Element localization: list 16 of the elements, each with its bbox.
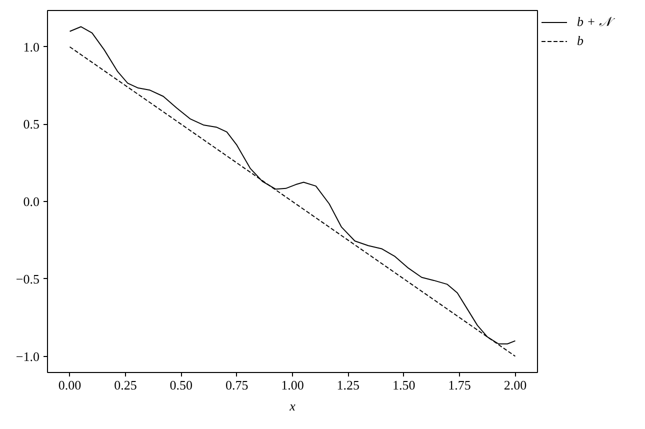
x-tick-label: 0.75 <box>225 378 248 392</box>
x-tick-label: 2.00 <box>504 378 527 392</box>
x-tick-label: 1.50 <box>392 378 416 392</box>
y-tick-label: 0.0 <box>23 194 40 210</box>
y-tick-label: 0.5 <box>23 116 40 132</box>
legend-label: b <box>577 33 584 49</box>
x-tick-label: 1.75 <box>448 378 471 392</box>
x-tick-label: 0.50 <box>170 378 193 392</box>
x-tick-label: 1.00 <box>281 378 304 392</box>
x-tick-label: 1.25 <box>336 378 360 392</box>
x-tick-label: 0.00 <box>58 378 82 392</box>
y-tick-label: −0.5 <box>16 271 40 286</box>
y-tick-label: −1.0 <box>16 348 40 364</box>
y-tick-label: 1.0 <box>23 39 40 54</box>
x-tick-label: 0.25 <box>114 378 137 392</box>
x-axis-title: x <box>288 398 296 414</box>
